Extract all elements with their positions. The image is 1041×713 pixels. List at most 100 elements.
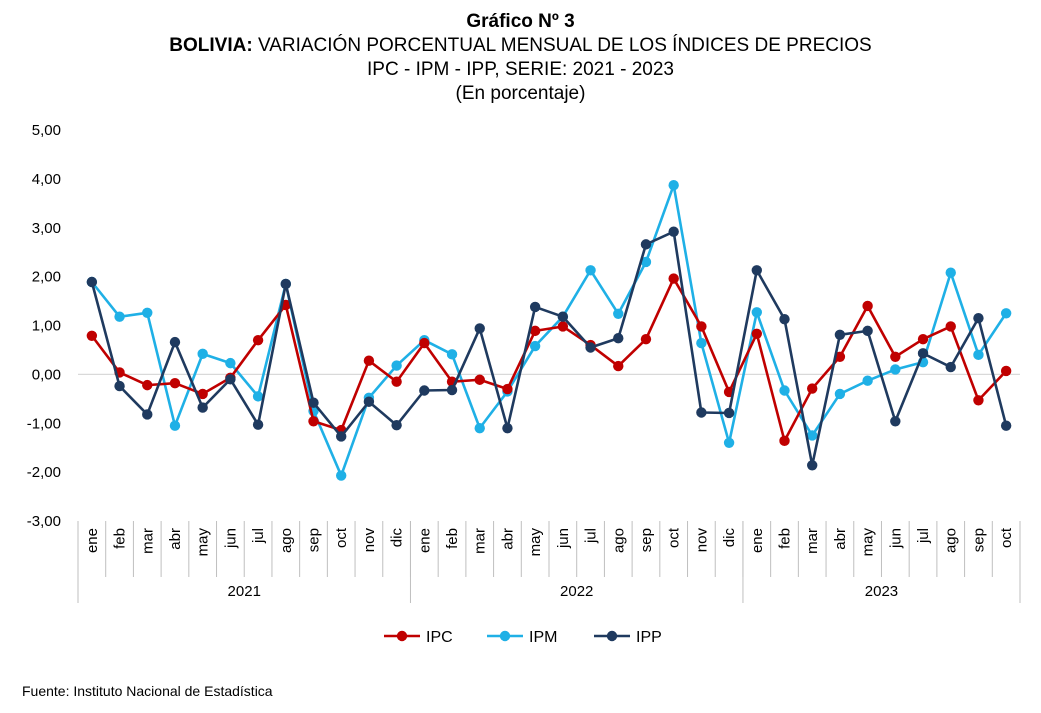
data-point-ipp [973, 312, 984, 324]
legend-label: IPP [636, 629, 662, 646]
data-point-ipc [557, 321, 569, 332]
data-point-ipm [834, 388, 846, 400]
legend-item-ipp: IPP [594, 629, 662, 646]
data-point-ipc [890, 351, 901, 362]
data-point-ipp [557, 311, 569, 322]
x-tick-label: sep [638, 528, 655, 552]
data-point-ipp [502, 422, 513, 434]
y-tick-label: -3,00 [27, 513, 61, 530]
data-point-ipm [114, 311, 125, 322]
x-tick-label: dic [721, 528, 738, 548]
data-point-ipc [751, 328, 762, 340]
data-point-ipm [696, 337, 707, 349]
data-point-ipc [973, 395, 984, 406]
data-point-ipp [807, 460, 818, 471]
x-tick-label: may [527, 528, 544, 557]
y-tick-label: 5,00 [32, 122, 61, 139]
data-point-ipp [917, 348, 929, 359]
x-tick-label: sep [306, 528, 323, 552]
x-tick-label: jun [222, 528, 239, 549]
data-point-ipc [502, 383, 513, 395]
series-line-ipm [90, 183, 1008, 477]
data-point-ipm [446, 349, 458, 360]
data-point-ipc [391, 376, 402, 387]
year-group-label: 2022 [560, 583, 593, 600]
data-point-ipp [862, 325, 873, 337]
data-point-ipc [668, 273, 679, 284]
data-point-ipm [973, 349, 984, 361]
y-tick-label: 4,00 [32, 171, 61, 188]
data-point-ipp [391, 420, 402, 431]
x-tick-label: ene [84, 528, 101, 553]
data-point-ipc [917, 333, 929, 345]
data-point-ipp [169, 336, 181, 348]
data-point-ipm [890, 364, 901, 375]
data-point-ipc [363, 355, 375, 366]
data-point-ipm [391, 360, 402, 371]
chart-series-subtitle: IPC - IPM - IPP, SERIE: 2021 - 2023 [367, 59, 674, 80]
data-point-ipp [142, 409, 153, 420]
data-point-ipp [585, 342, 596, 353]
data-point-ipc [86, 330, 98, 341]
data-point-ipm [723, 437, 735, 448]
data-point-ipm [1000, 308, 1012, 319]
x-tick-label: feb [777, 528, 794, 549]
data-point-ipp [613, 333, 624, 344]
data-point-ipp [751, 265, 762, 276]
data-point-ipp [890, 416, 901, 427]
x-tick-label: oct [666, 527, 683, 548]
data-point-ipc [419, 337, 430, 349]
legend-item-ipc: IPC [384, 629, 453, 646]
legend-label: IPC [426, 629, 453, 646]
year-group-label: 2021 [228, 583, 261, 600]
data-point-ipp [252, 419, 264, 430]
data-point-ipc [696, 321, 707, 332]
x-tick-label: ago [278, 528, 295, 553]
data-point-ipp [336, 431, 347, 442]
data-point-ipc [807, 383, 818, 394]
data-point-ipc [142, 379, 153, 391]
x-tick-label: jul [250, 528, 267, 544]
data-point-ipp [363, 396, 375, 407]
data-point-ipm [142, 307, 153, 318]
data-point-ipc [862, 300, 873, 312]
data-point-ipm [529, 340, 541, 352]
chart-unit-subtitle: (En porcentaje) [455, 83, 586, 104]
data-point-ipc [529, 325, 541, 337]
x-tick-label: dic [389, 528, 406, 548]
data-point-ipc [197, 388, 208, 400]
data-point-ipp [640, 239, 652, 250]
x-tick-label: may [195, 528, 212, 557]
year-group-label: 2023 [865, 583, 898, 600]
x-tick-label: sep [970, 528, 987, 552]
data-point-ipc [834, 351, 846, 362]
legend-marker [606, 630, 618, 642]
y-tick-label: 3,00 [32, 220, 61, 237]
x-tick-label: abr [167, 528, 184, 550]
data-point-ipp [696, 407, 707, 418]
data-point-ipm [169, 420, 181, 431]
data-point-ipc [252, 334, 264, 346]
data-point-ipm [751, 307, 762, 318]
x-tick-label: nov [693, 528, 710, 553]
data-point-ipm [585, 265, 596, 276]
data-point-ipc [169, 377, 181, 389]
data-point-ipp [668, 226, 679, 237]
data-point-ipm [668, 180, 679, 191]
title-description: VARIACIÓN PORCENTUAL MENSUAL DE LOS ÍNDI… [252, 35, 872, 56]
data-point-ipm [197, 348, 208, 360]
data-point-ipp [474, 323, 485, 334]
source-note: Fuente: Instituto Nacional de Estadístic… [22, 683, 273, 699]
data-point-ipp [834, 329, 846, 340]
x-tick-label: mar [804, 528, 821, 554]
x-tick-label: oct [998, 527, 1015, 548]
legend-item-ipm: IPM [487, 629, 557, 646]
data-point-ipp [86, 276, 98, 288]
chart-titles: Gráfico Nº 3 BOLIVIA: VARIACIÓN PORCENTU… [0, 10, 1041, 106]
data-point-ipm [807, 430, 818, 441]
data-point-ipm [252, 391, 264, 402]
legend-marker [396, 630, 408, 642]
x-tick-label: may [860, 528, 877, 557]
data-point-ipp [308, 397, 319, 408]
